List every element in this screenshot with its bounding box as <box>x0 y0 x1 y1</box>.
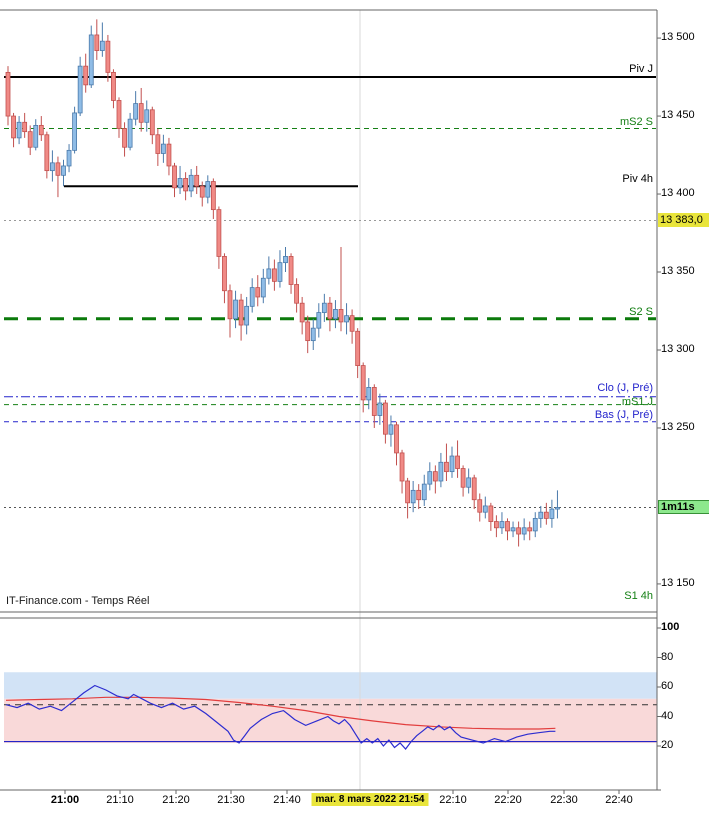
countdown-badge: 1m11s <box>658 499 709 514</box>
provider-credit: IT-Finance.com - Temps Réel <box>6 595 150 607</box>
price-axis-tick: 13 300 <box>661 342 695 355</box>
indicator-axis-tick: 100 <box>661 621 680 633</box>
time-axis-tick: 22:40 <box>605 794 633 806</box>
level-label-s1-4h: S1 4h <box>624 590 653 602</box>
price-axis-tick: 13 450 <box>661 109 695 122</box>
time-axis-tick: 22:10 <box>439 794 467 806</box>
indicator-axis-tick: 40 <box>661 709 674 722</box>
level-label-ms2-s: mS2 S <box>619 115 653 128</box>
price-axis-tick: 13 400 <box>661 187 695 200</box>
price-axis-tick: 13 350 <box>661 265 695 277</box>
marked-price-badge: 13 383,0 <box>658 212 709 227</box>
time-axis-tick: 21:10 <box>106 794 134 806</box>
indicator-axis-tick: 60 <box>661 680 674 692</box>
time-axis-tick: 22:20 <box>494 794 522 806</box>
time-axis-tick: 21:20 <box>162 794 190 806</box>
level-label-ms1-j: mS1 J <box>621 395 653 408</box>
level-label-bas-j-pre: Bas (J, Pré) <box>594 408 653 421</box>
time-axis-tick: 21:30 <box>217 794 245 806</box>
level-label-clo-j-pre: Clo (J, Pré) <box>597 381 653 394</box>
time-axis-tick: 21:00 <box>50 794 80 806</box>
level-label-piv-j: Piv J <box>629 63 653 76</box>
price-axis-tick: 13 500 <box>661 31 695 44</box>
price-axis-tick: 13 250 <box>661 420 695 433</box>
level-label-piv-4h: Piv 4h <box>622 173 653 186</box>
level-label-s2-s: S2 S <box>629 305 653 318</box>
indicator-axis-tick: 20 <box>661 739 674 751</box>
time-axis-current-time: mar. 8 mars 2022 21:54 <box>311 793 429 806</box>
indicator-axis-tick: 80 <box>661 650 674 663</box>
time-axis-tick: 22:30 <box>550 794 578 806</box>
price-axis-tick: 13 150 <box>661 576 695 589</box>
time-axis-tick: 21:40 <box>273 794 301 806</box>
